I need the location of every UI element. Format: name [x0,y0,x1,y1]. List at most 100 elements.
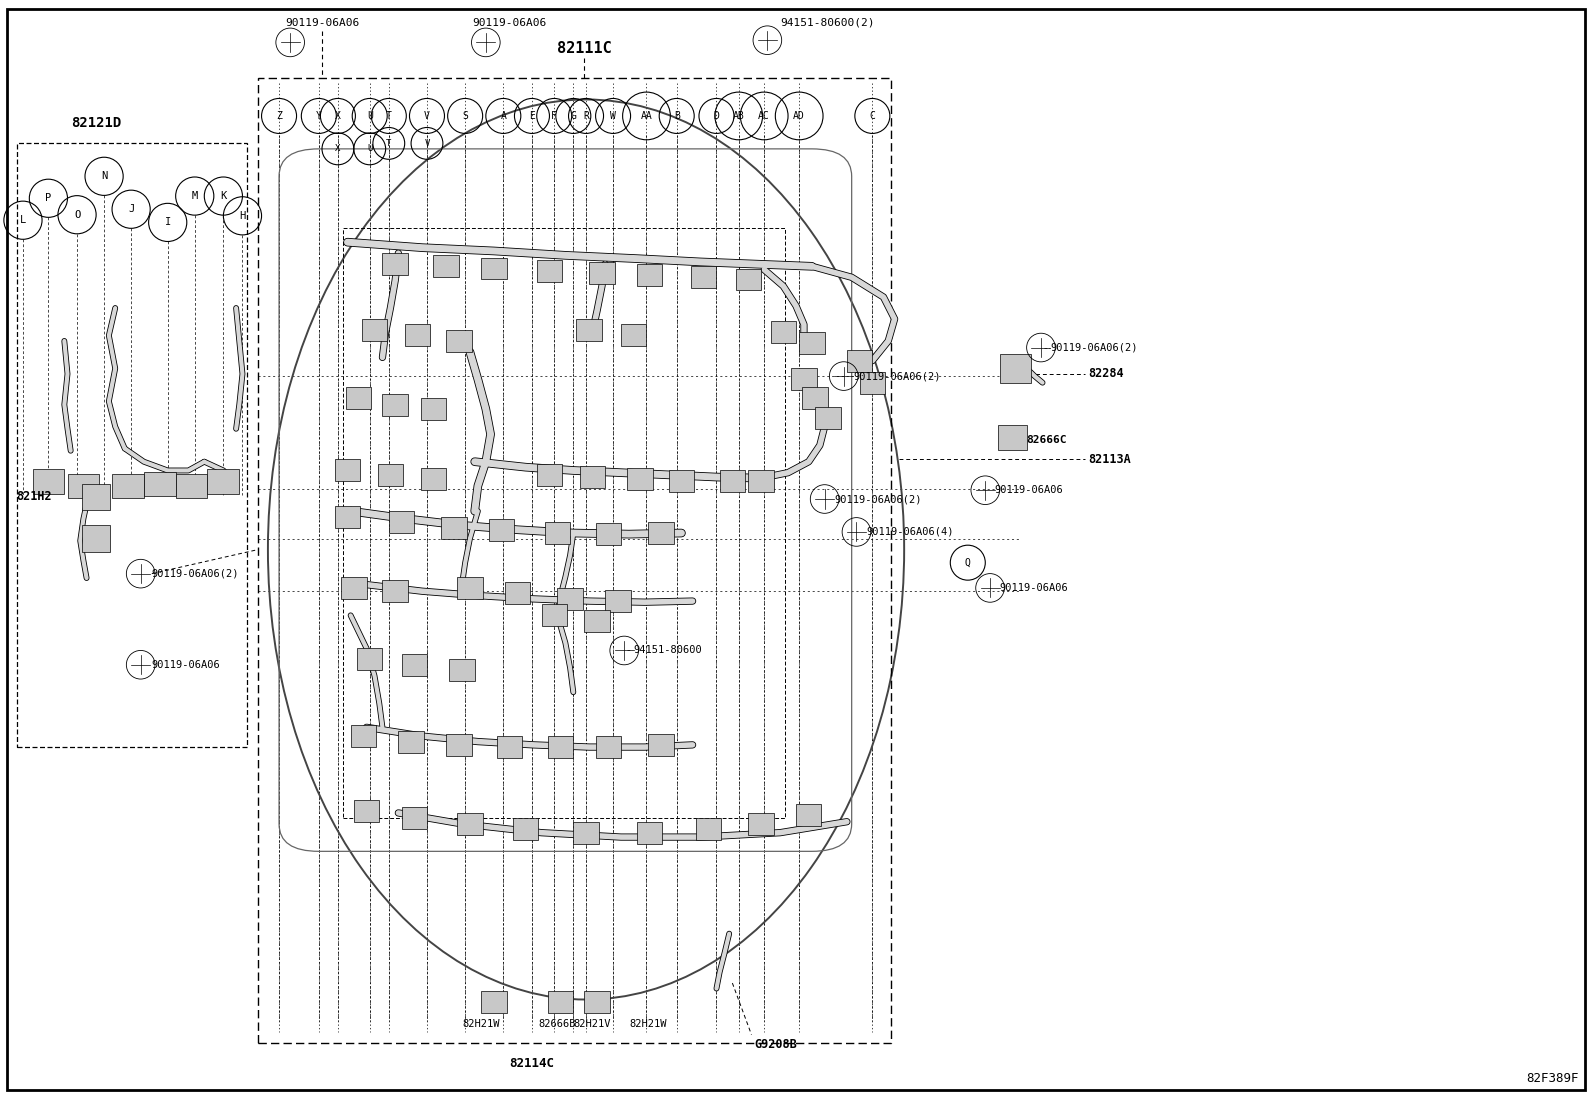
FancyBboxPatch shape [627,468,653,490]
Text: AA: AA [640,111,653,121]
Text: M: M [191,191,197,201]
FancyBboxPatch shape [401,808,427,830]
FancyBboxPatch shape [457,577,482,599]
Text: 90119-06A06: 90119-06A06 [151,659,221,669]
Text: I: I [164,218,170,227]
Text: 90119-06A06: 90119-06A06 [995,486,1063,496]
Text: G: G [570,111,576,121]
FancyBboxPatch shape [696,819,721,841]
Text: 90119-06A06(4): 90119-06A06(4) [866,526,954,537]
FancyBboxPatch shape [449,659,474,681]
Text: U: U [366,111,373,121]
FancyBboxPatch shape [584,990,610,1012]
Text: T: T [387,138,392,148]
Text: E: E [529,111,535,121]
FancyBboxPatch shape [537,259,562,281]
FancyBboxPatch shape [420,468,446,490]
FancyBboxPatch shape [548,990,573,1012]
Text: F: F [551,111,557,121]
FancyBboxPatch shape [595,736,621,758]
Text: 82666C: 82666C [1027,435,1067,445]
FancyBboxPatch shape [541,604,567,626]
FancyBboxPatch shape [1000,354,1032,384]
FancyBboxPatch shape [736,268,761,290]
Text: AB: AB [732,111,745,121]
FancyBboxPatch shape [143,471,175,496]
FancyBboxPatch shape [481,257,506,279]
FancyBboxPatch shape [748,470,774,492]
Text: 82284: 82284 [1089,367,1124,380]
FancyBboxPatch shape [382,580,408,602]
Text: 82111C: 82111C [557,41,611,56]
Text: 90119-06A06(2): 90119-06A06(2) [834,495,922,504]
FancyBboxPatch shape [334,506,360,528]
FancyBboxPatch shape [544,522,570,544]
FancyBboxPatch shape [481,990,506,1012]
Text: C: C [869,111,876,121]
FancyBboxPatch shape [433,255,458,277]
FancyBboxPatch shape [345,387,371,409]
Text: 82H21W: 82H21W [629,1019,667,1030]
Text: 90119-06A06: 90119-06A06 [1000,582,1068,593]
FancyBboxPatch shape [605,590,630,612]
FancyBboxPatch shape [207,469,239,493]
FancyBboxPatch shape [637,264,662,286]
Text: J: J [127,204,134,214]
FancyBboxPatch shape [341,577,366,599]
FancyBboxPatch shape [441,517,466,539]
FancyBboxPatch shape [815,407,841,429]
FancyBboxPatch shape [398,731,423,753]
Text: R: R [583,111,589,121]
Text: 82113A: 82113A [1089,453,1132,466]
FancyBboxPatch shape [648,522,673,544]
FancyBboxPatch shape [361,319,387,341]
FancyBboxPatch shape [802,387,828,409]
FancyBboxPatch shape [669,470,694,492]
FancyBboxPatch shape [111,474,143,498]
FancyBboxPatch shape [446,330,471,352]
Text: 90119-06A06(2): 90119-06A06(2) [853,371,941,381]
FancyBboxPatch shape [860,371,885,393]
FancyBboxPatch shape [350,725,376,747]
Text: 82121D: 82121D [72,116,121,130]
FancyBboxPatch shape [637,822,662,844]
Text: 94151-80600: 94151-80600 [634,645,702,655]
Text: 82114C: 82114C [509,1056,554,1069]
Text: N: N [100,171,107,181]
Text: 82H21V: 82H21V [573,1019,611,1030]
Text: Q: Q [965,557,971,568]
FancyBboxPatch shape [382,253,408,275]
Text: 82F389F: 82F389F [1527,1073,1579,1085]
FancyBboxPatch shape [497,736,522,758]
Text: Z: Z [275,111,282,121]
FancyBboxPatch shape [796,804,821,826]
Text: H: H [239,211,245,221]
FancyBboxPatch shape [595,523,621,545]
FancyBboxPatch shape [334,459,360,481]
Text: 821H2: 821H2 [16,490,51,503]
Text: 82666B: 82666B [538,1019,576,1030]
FancyBboxPatch shape [998,425,1027,449]
FancyBboxPatch shape [489,519,514,541]
FancyBboxPatch shape [771,321,796,343]
FancyBboxPatch shape [81,484,110,510]
Text: X: X [336,144,341,154]
FancyBboxPatch shape [32,469,64,493]
FancyBboxPatch shape [420,398,446,420]
FancyBboxPatch shape [382,393,408,415]
FancyBboxPatch shape [457,813,482,835]
Text: Y: Y [315,111,322,121]
Text: 90119-06A06: 90119-06A06 [473,19,546,29]
Text: G9208B: G9208B [755,1037,798,1051]
FancyBboxPatch shape [537,464,562,486]
Text: T: T [385,111,392,121]
Text: V: V [423,111,430,121]
Text: 90119-06A06(2): 90119-06A06(2) [151,568,239,579]
Text: S: S [462,111,468,121]
Text: K: K [220,191,226,201]
FancyBboxPatch shape [691,266,716,288]
FancyBboxPatch shape [505,582,530,604]
FancyBboxPatch shape [576,319,602,341]
FancyBboxPatch shape [748,813,774,835]
Text: P: P [45,193,51,203]
